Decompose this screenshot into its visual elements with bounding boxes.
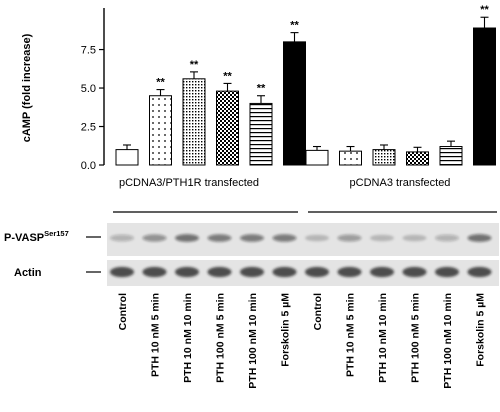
lane-label: Control <box>117 293 129 330</box>
bar-pcdna3-2 <box>372 149 396 166</box>
y-tick-label: 7.5 <box>81 45 96 57</box>
band-actin-lane-2 <box>142 266 167 278</box>
bar-pcdna3-5 <box>473 27 496 166</box>
group-label-pth1r: pCDNA3/PTH1R transfected <box>119 177 259 189</box>
lane-label: Control <box>312 293 324 330</box>
lane-label: Forskolin 5 µM <box>475 293 487 367</box>
band-actin-lane-1 <box>110 266 134 278</box>
p-vasp-label-name: P-VASP <box>4 232 44 244</box>
lane-label: PTH 100 nM 10 min <box>442 293 454 389</box>
bar-pcdna3-1 <box>339 150 362 166</box>
actin-membrane <box>107 260 499 286</box>
band-p-vasp-lane-8 <box>337 234 362 242</box>
band-p-vasp-lane-5 <box>240 234 264 242</box>
band-p-vasp-lane-1 <box>110 234 134 242</box>
band-actin-lane-7 <box>305 266 329 278</box>
lane-label: PTH 10 nM 5 min <box>345 293 357 377</box>
significance-mark: ** <box>257 83 266 95</box>
band-p-vasp-lane-9 <box>370 234 394 242</box>
significance-mark: ** <box>290 20 299 32</box>
lane-label: Forskolin 5 µM <box>280 293 292 367</box>
band-p-vasp-lane-7 <box>305 234 329 242</box>
band-actin-lane-3 <box>175 266 199 278</box>
band-actin-lane-9 <box>370 266 394 278</box>
bar-pcdna3-3 <box>406 151 429 166</box>
band-p-vasp-lane-11 <box>435 234 459 242</box>
bar-pth1r-5 <box>283 41 306 166</box>
band-actin-lane-4 <box>207 266 232 278</box>
bar-pth1r-0 <box>115 149 139 166</box>
band-p-vasp-lane-4 <box>207 234 232 242</box>
bar-pth1r-3 <box>216 90 239 166</box>
lane-label: PTH 100 nM 5 min <box>410 293 422 383</box>
bar-pth1r-1 <box>149 95 172 166</box>
band-p-vasp-lane-6 <box>272 234 297 242</box>
band-actin-lane-8 <box>337 266 362 278</box>
lane-labels: Control PTH 10 nM 5 min PTH 10 nM 10 min PT… <box>117 293 487 389</box>
camp-bar-chart: 0.0 2.5 5.0 7.5 ** ** ** ** ** ** cAMP (fold inc… <box>21 4 496 189</box>
bar-pth1r-2 <box>182 78 206 166</box>
y-tick-label: 0.0 <box>81 160 96 172</box>
band-p-vasp-lane-10 <box>402 234 427 242</box>
p-vasp-label-superscript: Ser157 <box>44 229 69 238</box>
bar-pth1r-4 <box>249 102 273 166</box>
lane-label: PTH 10 nM 10 min <box>377 293 389 383</box>
band-actin-lane-6 <box>272 266 297 278</box>
y-tick-label: 5.0 <box>81 83 96 95</box>
y-axis: 0.0 2.5 5.0 7.5 <box>81 8 105 172</box>
p-vasp-label: P-VASPSer157 <box>4 229 69 244</box>
band-actin-lane-11 <box>435 266 459 278</box>
y-axis-title: cAMP (fold increase) <box>21 33 33 142</box>
group-label-pcdna3: pCDNA3 transfected <box>350 177 451 189</box>
band-p-vasp-lane-2 <box>142 234 167 242</box>
lane-label: PTH 100 nM 5 min <box>215 293 227 383</box>
bar-series: ** ** ** ** ** ** <box>115 4 496 166</box>
bar-pcdna3-4 <box>439 146 463 166</box>
band-actin-lane-10 <box>402 266 427 278</box>
band-p-vasp-lane-3 <box>175 234 199 242</box>
band-p-vasp-lane-12 <box>467 234 492 242</box>
significance-mark: ** <box>223 70 232 82</box>
significance-mark: ** <box>190 59 199 71</box>
lane-label: PTH 10 nM 10 min <box>182 293 194 383</box>
lane-label: PTH 10 nM 5 min <box>150 293 162 377</box>
blot-bands <box>110 234 492 278</box>
significance-mark: ** <box>480 4 489 16</box>
actin-label: Actin <box>14 267 42 279</box>
significance-mark: ** <box>156 77 165 89</box>
western-blot: P-VASPSer157 Actin Control PTH 10 nM 5 mi… <box>4 211 499 389</box>
lane-label: PTH 100 nM 10 min <box>247 293 259 389</box>
band-actin-lane-5 <box>240 266 264 278</box>
bar-pcdna3-0 <box>305 149 329 166</box>
p-vasp-membrane <box>107 223 499 256</box>
band-actin-lane-12 <box>467 266 492 278</box>
y-tick-label: 2.5 <box>81 122 96 134</box>
